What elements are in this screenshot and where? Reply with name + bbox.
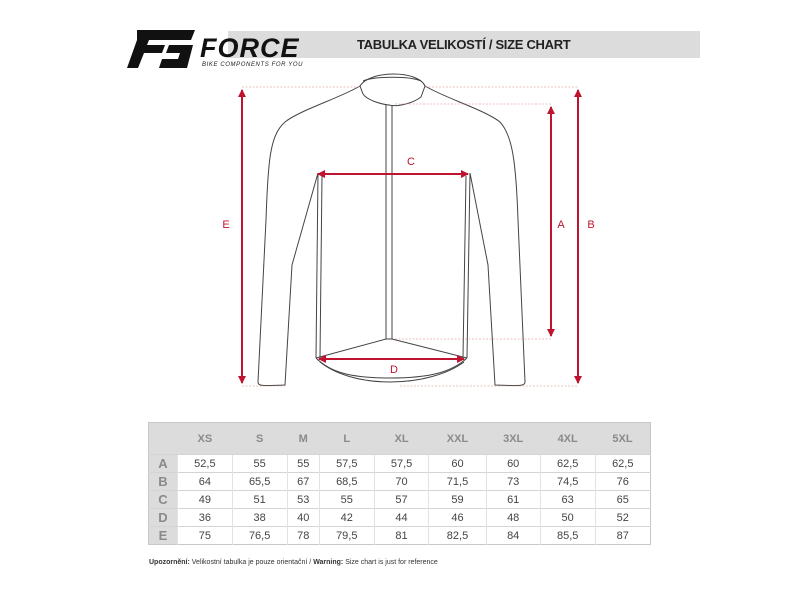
table-row: C 49 51 53 55 57 59 61 63 65 bbox=[148, 490, 651, 509]
size-header: L bbox=[319, 422, 375, 455]
table-cell: 55 bbox=[286, 454, 320, 473]
label-d: D bbox=[390, 364, 398, 376]
size-header: XS bbox=[177, 422, 233, 455]
table-cell: 52 bbox=[594, 508, 651, 527]
table-cell: 55 bbox=[231, 454, 288, 473]
page-title: TABULKA VELIKOSTÍ / SIZE CHART bbox=[357, 37, 571, 52]
size-header: XL bbox=[374, 422, 429, 455]
table-cell: 87 bbox=[594, 526, 651, 545]
table-cell: 57,5 bbox=[373, 454, 429, 473]
row-label: B bbox=[148, 472, 178, 491]
table-cell: 76,5 bbox=[231, 526, 288, 545]
table-cell: 65 bbox=[594, 490, 651, 509]
brand-name: FORCE bbox=[200, 33, 300, 63]
table-cell: 64 bbox=[177, 472, 233, 491]
row-label: D bbox=[148, 508, 178, 527]
size-header: S bbox=[232, 422, 288, 455]
size-table: XS S M L XL XXL 3XL 4XL 5XL A 52,5 55 55 57,… bbox=[148, 422, 651, 545]
table-cell: 62,5 bbox=[594, 454, 651, 473]
table-cell: 68,5 bbox=[318, 472, 375, 491]
table-cell: 67 bbox=[286, 472, 320, 491]
table-cell: 84 bbox=[485, 526, 541, 545]
size-header: 4XL bbox=[540, 422, 596, 455]
table-cell: 50 bbox=[539, 508, 596, 527]
size-header-row: XS S M L XL XXL 3XL 4XL 5XL bbox=[148, 422, 651, 455]
table-cell: 63 bbox=[539, 490, 596, 509]
table-cell: 57 bbox=[373, 490, 429, 509]
header-bar bbox=[228, 31, 700, 58]
table-cell: 36 bbox=[177, 508, 233, 527]
force-logo-icon bbox=[127, 30, 195, 68]
table-cell: 81 bbox=[373, 526, 429, 545]
table-cell: 53 bbox=[286, 490, 320, 509]
label-c: C bbox=[407, 156, 415, 168]
table-cell: 44 bbox=[373, 508, 429, 527]
table-cell: 46 bbox=[428, 508, 487, 527]
table-row: B 64 65,5 67 68,5 70 71,5 73 74,5 76 bbox=[148, 472, 651, 491]
label-a: A bbox=[557, 219, 565, 231]
table-cell: 70 bbox=[373, 472, 429, 491]
table-cell: 73 bbox=[485, 472, 541, 491]
size-header: 3XL bbox=[486, 422, 541, 455]
brand-tagline: BIKE COMPONENTS FOR YOU bbox=[202, 62, 304, 68]
table-cell: 38 bbox=[231, 508, 288, 527]
label-b: B bbox=[587, 219, 594, 231]
table-cell: 51 bbox=[231, 490, 288, 509]
jacket-outline bbox=[257, 73, 526, 387]
table-cell: 61 bbox=[485, 490, 541, 509]
jacket-diagram: C D A B E bbox=[222, 73, 595, 387]
size-header: 5XL bbox=[595, 422, 651, 455]
table-cell: 42 bbox=[318, 508, 375, 527]
guide-lines bbox=[242, 86, 578, 387]
table-row: A 52,5 55 55 57,5 57,5 60 60 62,5 62,5 bbox=[148, 454, 651, 473]
table-cell: 48 bbox=[485, 508, 541, 527]
table-cell: 78 bbox=[286, 526, 320, 545]
table-cell: 60 bbox=[428, 454, 487, 473]
table-cell: 59 bbox=[428, 490, 487, 509]
note-en-text: Size chart is just for reference bbox=[343, 559, 438, 566]
row-label: A bbox=[148, 454, 178, 473]
note-cz-text: Velikostní tabulka je pouze orientační / bbox=[189, 559, 314, 566]
table-cell: 82,5 bbox=[428, 526, 487, 545]
note-cz-label: Upozornění: bbox=[149, 559, 190, 566]
table-cell: 57,5 bbox=[318, 454, 375, 473]
table-cell: 40 bbox=[286, 508, 320, 527]
size-header: M bbox=[287, 422, 320, 455]
row-label: E bbox=[148, 526, 178, 545]
corner-cell bbox=[148, 422, 178, 455]
table-row: E 75 76,5 78 79,5 81 82,5 84 85,5 87 bbox=[148, 526, 651, 545]
row-label: C bbox=[148, 490, 178, 509]
table-cell: 52,5 bbox=[177, 454, 233, 473]
table-cell: 71,5 bbox=[428, 472, 487, 491]
table-cell: 55 bbox=[318, 490, 375, 509]
note-en-label: Warning: bbox=[313, 559, 344, 566]
table-cell: 60 bbox=[485, 454, 541, 473]
reference-note: Upozornění: Velikostní tabulka je pouze … bbox=[149, 559, 438, 566]
table-cell: 74,5 bbox=[539, 472, 596, 491]
table-cell: 76 bbox=[594, 472, 651, 491]
size-header: XXL bbox=[428, 422, 487, 455]
table-cell: 49 bbox=[177, 490, 233, 509]
table-cell: 62,5 bbox=[539, 454, 596, 473]
label-e: E bbox=[222, 219, 229, 231]
table-cell: 85,5 bbox=[539, 526, 596, 545]
table-cell: 65,5 bbox=[231, 472, 288, 491]
table-cell: 79,5 bbox=[318, 526, 375, 545]
table-row: D 36 38 40 42 44 46 48 50 52 bbox=[148, 508, 651, 527]
table-cell: 75 bbox=[177, 526, 233, 545]
